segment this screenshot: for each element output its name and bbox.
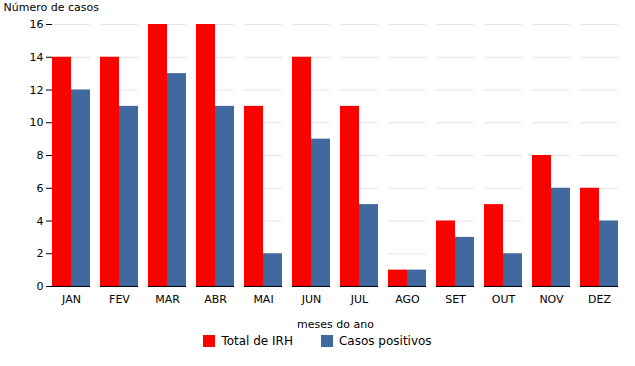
- svg-text:meses do ano: meses do ano: [297, 318, 374, 331]
- svg-text:AGO: AGO: [395, 293, 420, 306]
- svg-text:JUL: JUL: [350, 293, 369, 306]
- svg-text:MAR: MAR: [155, 293, 180, 306]
- svg-text:0: 0: [37, 280, 44, 293]
- svg-text:SET: SET: [445, 293, 466, 306]
- svg-text:2: 2: [37, 247, 44, 260]
- svg-text:Número de casos: Número de casos: [4, 1, 100, 14]
- svg-text:4: 4: [37, 215, 44, 228]
- svg-text:14: 14: [30, 51, 44, 64]
- svg-text:12: 12: [30, 84, 44, 97]
- svg-text:16: 16: [30, 18, 44, 31]
- svg-text:ABR: ABR: [204, 293, 227, 306]
- svg-text:NOV: NOV: [539, 293, 564, 306]
- html-text:Total de IRH: Total de IRH: [221, 334, 293, 348]
- svg-text:FEV: FEV: [109, 293, 130, 306]
- svg-text:OUT: OUT: [492, 293, 516, 306]
- svg-text:DEZ: DEZ: [588, 293, 611, 306]
- svg-text:MAI: MAI: [253, 293, 273, 306]
- svg-text:JAN: JAN: [61, 293, 81, 306]
- svg-text:8: 8: [37, 149, 44, 162]
- svg-text:JUN: JUN: [301, 293, 322, 306]
- html-text:Casos positivos: Casos positivos: [338, 334, 432, 348]
- svg-text:6: 6: [37, 182, 44, 195]
- svg-text:10: 10: [30, 116, 44, 129]
